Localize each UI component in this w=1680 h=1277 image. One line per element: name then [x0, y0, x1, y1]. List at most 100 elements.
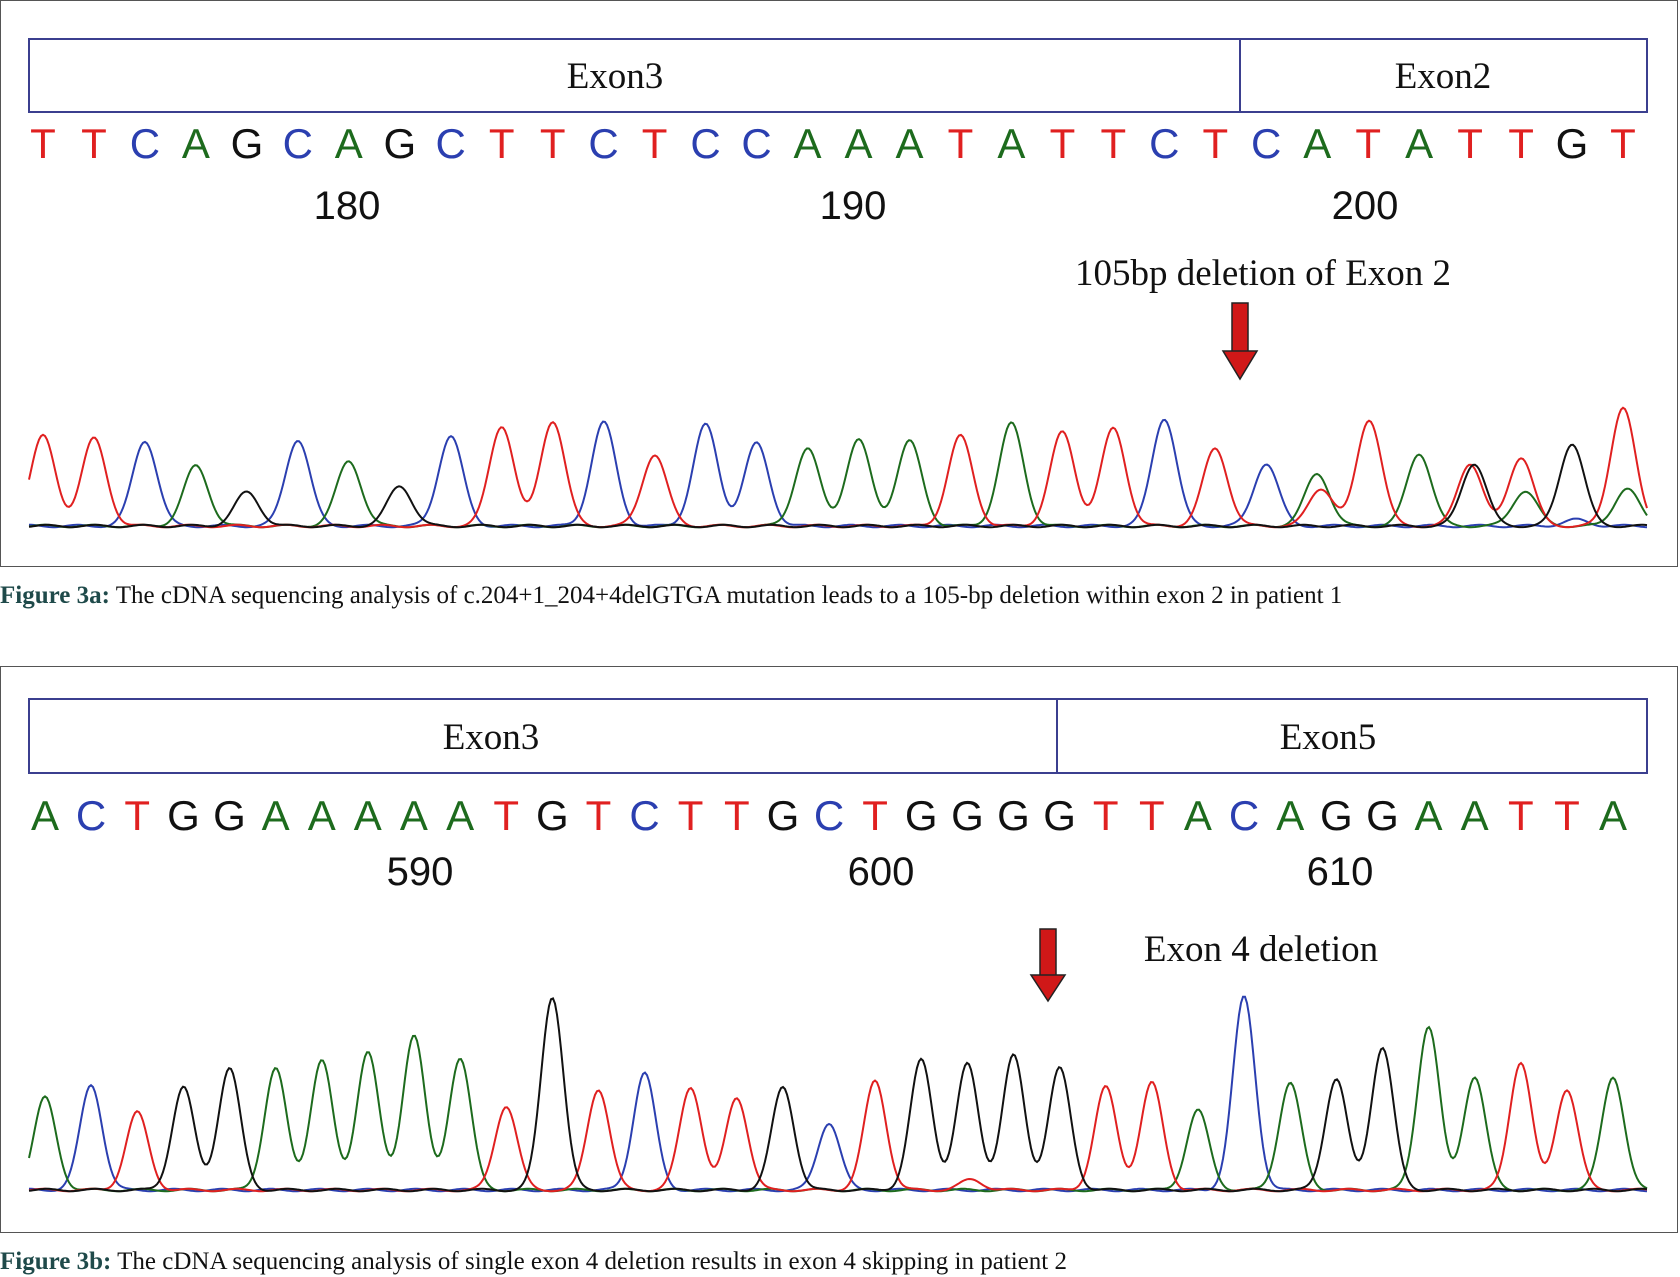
position-label-600: 600	[848, 850, 915, 894]
base-b-11: G	[536, 792, 569, 839]
base-a-6: A	[335, 120, 363, 167]
trace-G-b	[28, 997, 1648, 1193]
base-b-21: G	[997, 792, 1030, 839]
base-a-26: T	[1355, 120, 1381, 167]
position-label-180: 180	[314, 184, 381, 228]
base-a-2: C	[130, 120, 160, 167]
base-a-25: A	[1303, 120, 1331, 167]
base-a-27: A	[1405, 120, 1433, 167]
base-a-17: A	[895, 120, 923, 167]
caption-b: Figure 3b: The cDNA sequencing analysis …	[0, 1248, 1067, 1276]
position-label-590: 590	[387, 850, 454, 894]
base-b-14: T	[678, 792, 704, 839]
base-b-32: T	[1508, 792, 1534, 839]
base-a-12: T	[642, 120, 668, 167]
base-b-9: A	[446, 792, 474, 839]
caption-label-b: Figure 3b:	[0, 1248, 112, 1275]
caption-text-b: The cDNA sequencing analysis of single e…	[111, 1248, 1067, 1275]
base-a-14: C	[741, 120, 771, 167]
exon-label-a-left: Exon3	[567, 56, 664, 97]
base-b-33: T	[1554, 792, 1580, 839]
trace-A-a	[28, 421, 1648, 529]
trace-C-a	[29, 418, 1648, 529]
base-b-25: A	[1184, 792, 1212, 839]
base-b-13: C	[629, 792, 659, 839]
base-b-2: T	[124, 792, 150, 839]
base-a-9: T	[489, 120, 515, 167]
position-label-190: 190	[820, 184, 887, 228]
base-a-22: C	[1149, 120, 1179, 167]
base-b-7: A	[354, 792, 382, 839]
base-a-28: T	[1457, 120, 1483, 167]
caption-label-a: Figure 3a:	[0, 582, 110, 609]
base-b-20: G	[951, 792, 984, 839]
trace-area-a	[28, 406, 1648, 529]
exon-bar-a	[28, 38, 1648, 113]
base-a-15: A	[793, 120, 821, 167]
base-b-5: A	[262, 792, 290, 839]
base-b-17: C	[814, 792, 844, 839]
base-a-11: C	[588, 120, 618, 167]
base-a-5: C	[283, 120, 313, 167]
base-b-31: A	[1461, 792, 1489, 839]
exon-label-a-right: Exon2	[1395, 56, 1492, 97]
base-b-18: T	[862, 792, 888, 839]
base-b-16: G	[767, 792, 800, 839]
caption-a: Figure 3a: The cDNA sequencing analysis …	[0, 582, 1342, 610]
base-b-24: T	[1139, 792, 1165, 839]
exon-bar-b	[28, 698, 1648, 774]
trace-area-b	[28, 995, 1648, 1193]
trace-G-a	[28, 443, 1648, 529]
base-b-23: T	[1093, 792, 1119, 839]
base-a-19: A	[997, 120, 1025, 167]
base-a-7: G	[383, 120, 416, 167]
exon-label-b-left: Exon3	[443, 717, 540, 758]
base-a-4: G	[231, 120, 264, 167]
down-arrow-icon-a	[1221, 302, 1259, 381]
base-a-18: T	[948, 120, 974, 167]
base-a-29: T	[1508, 120, 1534, 167]
base-a-10: T	[540, 120, 566, 167]
deletion-annotation-a: 105bp deletion of Exon 2	[1075, 253, 1451, 294]
deletion-annotation-b: Exon 4 deletion	[1144, 929, 1378, 970]
base-b-10: T	[493, 792, 519, 839]
base-b-26: C	[1229, 792, 1259, 839]
base-b-28: G	[1320, 792, 1353, 839]
position-label-610: 610	[1307, 850, 1374, 894]
base-b-0: A	[31, 792, 59, 839]
base-a-3: A	[182, 120, 210, 167]
base-a-30: G	[1556, 120, 1589, 167]
base-a-21: T	[1100, 120, 1126, 167]
base-a-23: T	[1202, 120, 1228, 167]
down-arrow-icon-b	[1029, 928, 1067, 1003]
position-label-200: 200	[1332, 184, 1399, 228]
base-b-19: G	[905, 792, 938, 839]
trace-C-b	[29, 995, 1648, 1193]
base-b-30: A	[1414, 792, 1442, 839]
base-a-8: C	[436, 120, 466, 167]
base-b-1: C	[76, 792, 106, 839]
trace-T-a	[28, 406, 1648, 529]
base-b-22: G	[1043, 792, 1076, 839]
base-b-12: T	[586, 792, 612, 839]
base-a-13: C	[690, 120, 720, 167]
base-a-0: T	[30, 120, 56, 167]
exon-label-b-right: Exon5	[1280, 717, 1377, 758]
base-b-27: A	[1276, 792, 1304, 839]
base-b-6: A	[308, 792, 336, 839]
base-a-31: T	[1610, 120, 1636, 167]
base-a-16: A	[844, 120, 872, 167]
base-a-20: T	[1050, 120, 1076, 167]
base-b-34: A	[1599, 792, 1627, 839]
base-b-8: A	[400, 792, 428, 839]
base-a-1: T	[81, 120, 107, 167]
base-b-15: T	[724, 792, 750, 839]
base-a-24: C	[1251, 120, 1281, 167]
caption-text-a: The cDNA sequencing analysis of c.204+1_…	[109, 582, 1343, 609]
